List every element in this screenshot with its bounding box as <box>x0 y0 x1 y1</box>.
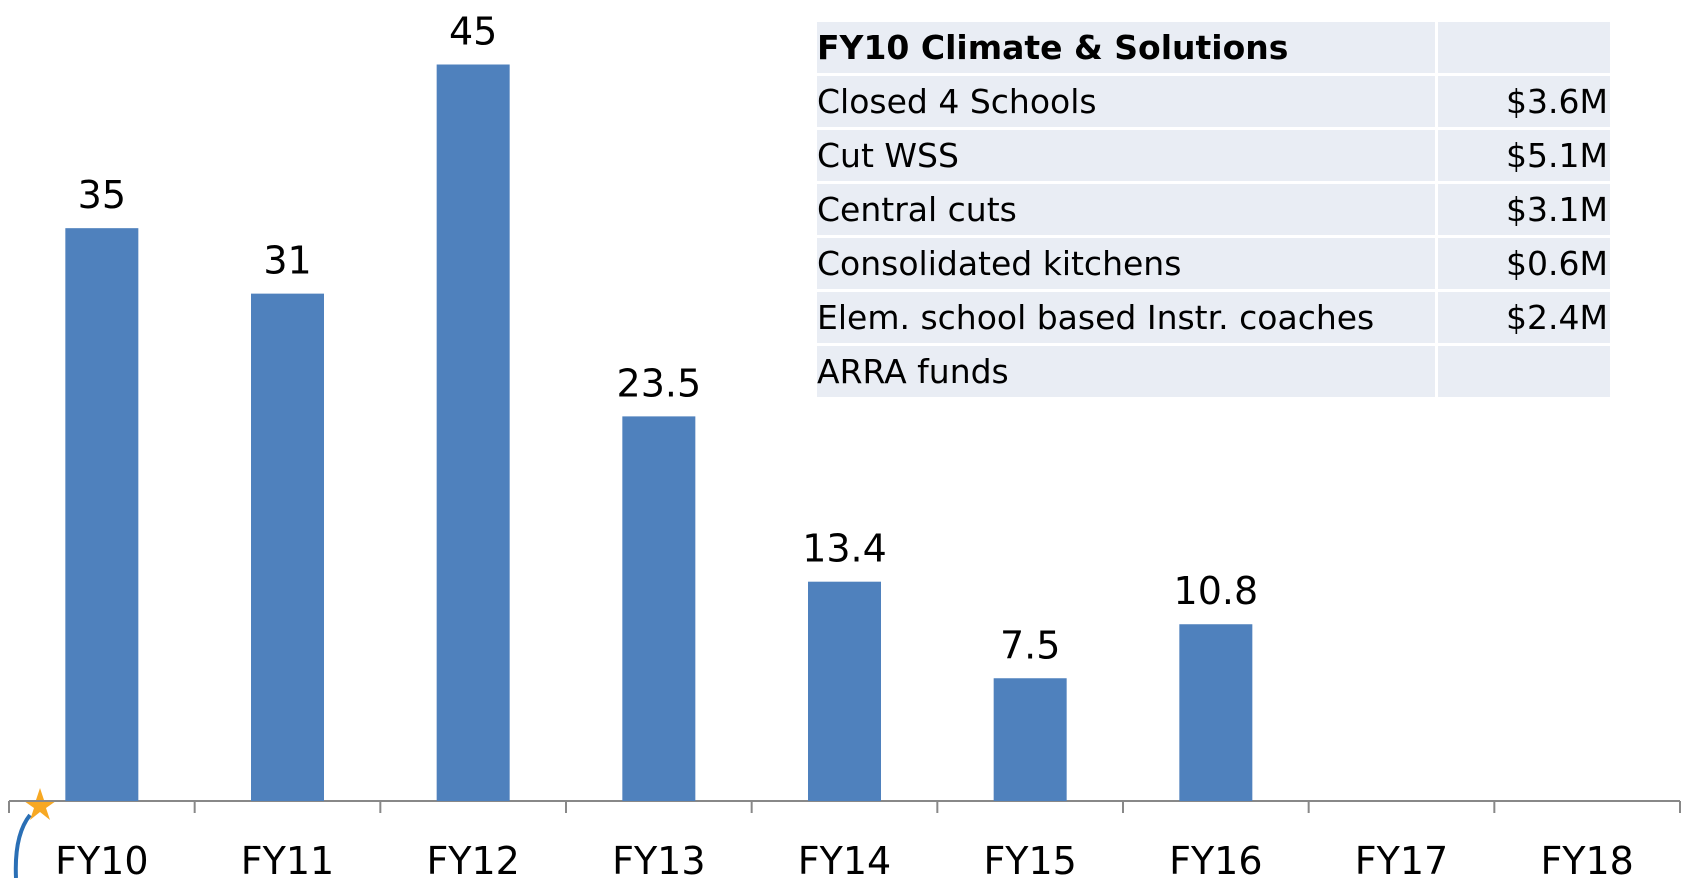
bar <box>436 64 510 801</box>
table-cell: ARRA funds <box>814 343 1438 400</box>
data-label: 23.5 <box>617 361 702 405</box>
summary-table: FY10 Climate & Solutions Closed 4 Schools… <box>814 19 1613 400</box>
bar <box>65 228 139 801</box>
table-row: Consolidated kitchens $0.6M <box>814 235 1613 292</box>
table-cell: $2.4M <box>1435 289 1613 346</box>
data-label: 10.8 <box>1174 569 1259 613</box>
table-row: Central cuts $3.1M <box>814 181 1613 238</box>
table-cell: Consolidated kitchens <box>814 235 1438 292</box>
data-label: 7.5 <box>1000 623 1060 667</box>
x-tick-label: FY15 <box>983 839 1076 878</box>
table-row: Elem. school based Instr. coaches $2.4M <box>814 289 1613 346</box>
bar <box>993 678 1067 801</box>
table-cell <box>1435 343 1613 400</box>
x-tick-label: FY17 <box>1355 839 1448 878</box>
bar <box>808 581 881 801</box>
table-cell: $3.6M <box>1435 73 1613 130</box>
table-row: FY10 Climate & Solutions <box>814 19 1613 76</box>
table-row: ARRA funds <box>814 343 1613 400</box>
table-row: Closed 4 Schools $3.6M <box>814 73 1613 130</box>
table-cell: $5.1M <box>1435 127 1613 184</box>
logo-swoosh <box>13 813 32 878</box>
table-cell: $0.6M <box>1435 235 1613 292</box>
x-tick-label: FY11 <box>241 839 334 878</box>
table-cell: Central cuts <box>814 181 1438 238</box>
x-tick-label: FY13 <box>612 839 705 878</box>
table-cell: Elem. school based Instr. coaches <box>814 289 1438 346</box>
table-cell: $3.1M <box>1435 181 1613 238</box>
table-cell <box>1435 19 1613 76</box>
bar <box>622 416 696 801</box>
x-tick-label: FY10 <box>55 839 148 878</box>
table-row: Cut WSS $5.1M <box>814 127 1613 184</box>
logo-star <box>24 788 56 820</box>
table-cell: Cut WSS <box>814 127 1438 184</box>
table-cell: Closed 4 Schools <box>814 73 1438 130</box>
data-label: 35 <box>78 173 126 217</box>
x-tick-label: FY12 <box>426 839 519 878</box>
data-label: 45 <box>449 10 497 54</box>
bar <box>1179 624 1253 801</box>
x-tick-label: FY18 <box>1540 839 1633 878</box>
bar <box>251 293 324 801</box>
data-label: 13.4 <box>802 527 887 571</box>
data-label: 31 <box>263 239 311 283</box>
x-tick-label: FY14 <box>798 839 891 878</box>
table-cell: FY10 Climate & Solutions <box>814 19 1438 76</box>
x-tick-label: FY16 <box>1169 839 1262 878</box>
